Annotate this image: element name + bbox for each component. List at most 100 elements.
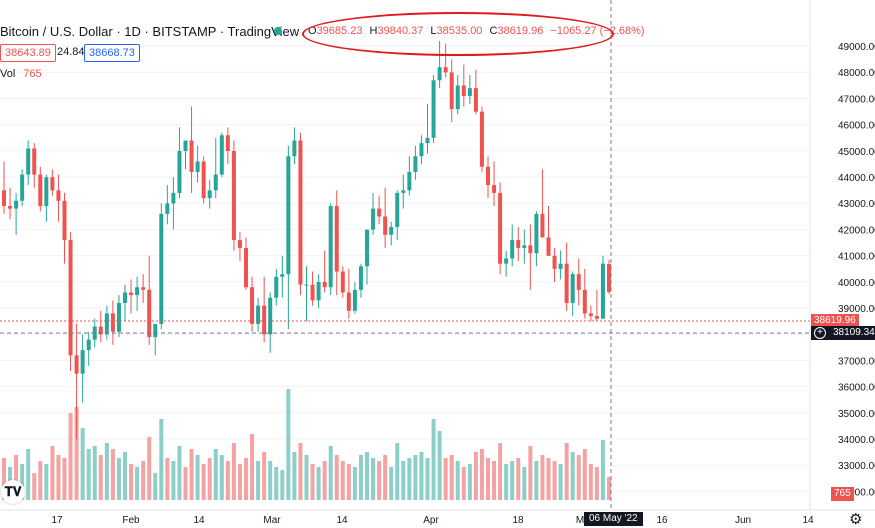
volume-legend: Vol 765 (0, 68, 42, 80)
candle-body (576, 274, 581, 290)
candle-body (50, 177, 55, 191)
volume-bar (104, 443, 109, 500)
volume-bar (2, 458, 6, 500)
candle-body (358, 266, 363, 290)
volume-bar (449, 455, 454, 500)
candle-body (534, 213, 539, 254)
volume-bar (38, 461, 43, 500)
volume-bar (498, 443, 503, 500)
price-tick-label: 43000.00 (838, 199, 875, 210)
volume-bar (237, 464, 242, 500)
candle-body (389, 226, 394, 235)
candle-body (510, 240, 515, 259)
volume-bar (165, 458, 170, 500)
volume-tag: 765 (831, 487, 854, 501)
volume-bar (358, 455, 363, 500)
price-tick-label: 34000.00 (838, 435, 875, 446)
volume-bar (189, 449, 194, 500)
candle-body (334, 206, 339, 272)
time-tick-label: Jun (735, 515, 751, 526)
price-tick-label: 33000.00 (838, 461, 875, 472)
volume-bar (135, 467, 140, 500)
time-tick-label: Mar (263, 515, 281, 526)
candle-body (98, 326, 103, 335)
volume-bar (395, 443, 400, 500)
price-tick-label: 37000.00 (838, 356, 875, 367)
candle-body (594, 316, 599, 319)
candle-body (2, 190, 6, 207)
candle-body (455, 85, 460, 110)
volume-bar (20, 464, 25, 500)
candle-body (600, 263, 605, 319)
volume-bar (92, 446, 97, 500)
candle-body (564, 263, 569, 303)
volume-bar (419, 452, 424, 500)
candle-body (171, 192, 176, 204)
candle-body (546, 237, 551, 256)
crosshair-price-tag: 38109.34 (811, 326, 875, 340)
candle-body (56, 190, 61, 201)
candle-body (328, 206, 333, 288)
candle-body (340, 271, 345, 293)
candle-body (225, 135, 230, 151)
tradingview-logo-icon[interactable]: 𝐓𝐕 (1, 480, 25, 504)
candle-body (582, 289, 587, 314)
volume-bar (552, 461, 557, 500)
candle-body (159, 213, 164, 324)
candle-body (8, 206, 13, 209)
volume-bar (383, 455, 388, 500)
volume-bar (534, 461, 539, 500)
candle-body (316, 282, 321, 301)
gear-icon[interactable]: ⚙ (849, 511, 863, 528)
volume-bars (2, 389, 611, 500)
volume-bar (256, 461, 261, 500)
volume-bar (516, 458, 521, 500)
price-tick-label: 41000.00 (838, 252, 875, 263)
candle-body (80, 350, 85, 374)
symbol-title[interactable]: Bitcoin / U.S. Dollar · 1D · BITSTAMP · … (0, 24, 300, 39)
market-status-icon (274, 27, 282, 35)
volume-bar (80, 428, 85, 500)
candle-body (473, 88, 478, 112)
volume-bar (292, 452, 297, 500)
candle-body (540, 213, 545, 238)
volume-bar (310, 464, 315, 500)
candle-body (135, 287, 140, 296)
candle-body (522, 245, 527, 248)
volume-bar (365, 452, 369, 500)
bid-price-box[interactable]: 38643.89 (0, 44, 56, 62)
volume-bar (304, 455, 309, 500)
candle-body (32, 148, 37, 175)
volume-bar (44, 464, 49, 500)
plus-circle-icon[interactable]: + (814, 327, 826, 339)
candle-body (437, 67, 442, 81)
candle-body (383, 216, 388, 235)
volume-bar (68, 413, 73, 500)
candle-body (352, 289, 357, 311)
volume-bar (492, 461, 497, 500)
volume-bar (231, 443, 236, 500)
candle-body (110, 313, 115, 332)
volume-bar (250, 434, 255, 500)
candle-body (129, 292, 134, 296)
volume-bar (413, 455, 418, 500)
volume-bar (62, 458, 67, 500)
last-price-tag: 38619.96 (811, 314, 859, 328)
price-tick-label: 45000.00 (838, 147, 875, 158)
volume-bar (346, 464, 351, 500)
volume-bar (546, 458, 551, 500)
volume-bar (262, 452, 267, 500)
cursor-date-tag: 06 May '22 (584, 512, 643, 526)
price-tick-label: 48000.00 (838, 68, 875, 79)
volume-bar (141, 461, 146, 500)
candle-body (552, 255, 557, 269)
candle-body (346, 292, 351, 311)
candle-body (425, 137, 430, 144)
volume-bar (225, 461, 230, 500)
candle-body (528, 245, 533, 254)
volume-bar (352, 467, 357, 500)
candle-body (286, 156, 291, 275)
ask-price-box[interactable]: 38668.73 (84, 44, 140, 62)
candle-body (195, 161, 200, 172)
